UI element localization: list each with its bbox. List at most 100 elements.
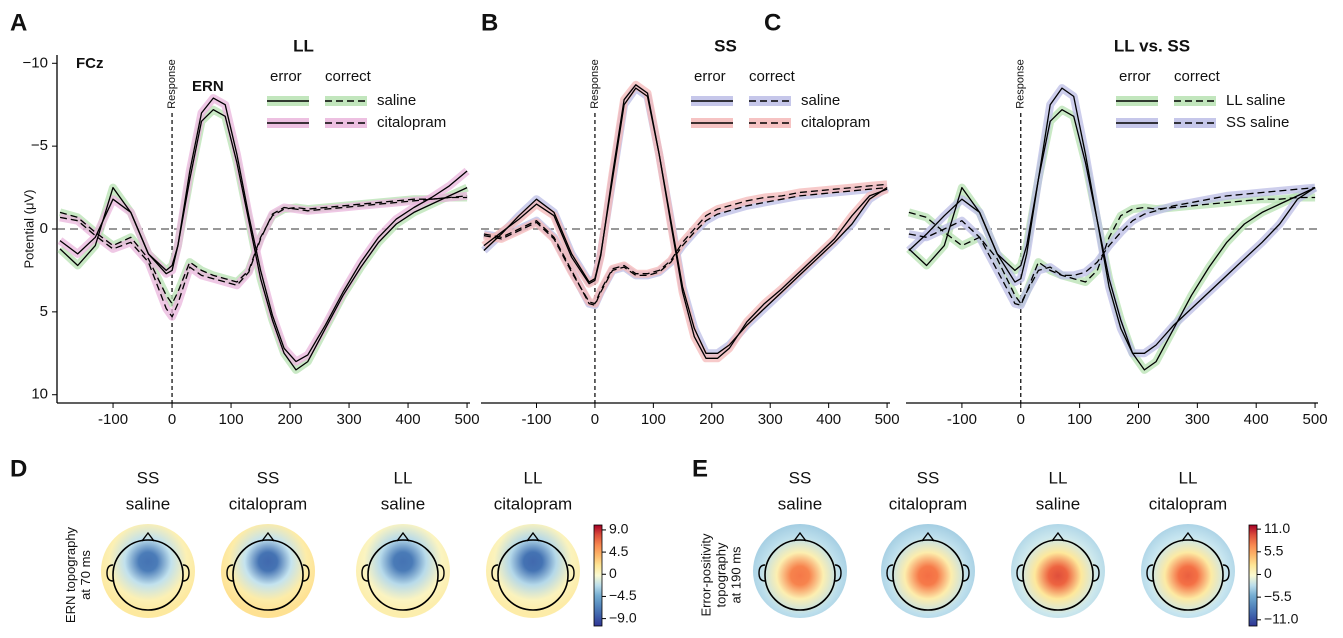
map-title: citalopram [494,494,572,513]
y-axis-label: Potential (μV) [21,189,36,268]
ear [1146,564,1154,582]
y-axis-label: at 70 ms [78,550,93,600]
ear [106,564,114,582]
head-outline [232,539,304,611]
map-title: LL [1179,468,1198,487]
y-axis-label: topography [713,542,728,608]
event-label: Response [166,59,178,109]
curve-error [483,84,888,359]
map-title: citalopram [889,494,967,513]
nose [1051,531,1065,542]
y-tick-label: −5 [31,137,48,154]
ear [834,564,842,582]
topomap [101,524,195,618]
map-title: saline [1036,494,1080,513]
ear [361,564,369,582]
legend-label: LL saline [1226,92,1286,109]
legend-column: correct [325,68,372,85]
ear [437,564,445,582]
head-outline [1152,539,1224,611]
map-title: LL [394,468,413,487]
panel-letter: D [10,455,27,482]
ear [1222,564,1230,582]
head-outline [764,539,836,611]
x-tick-label: 500 [1303,411,1328,428]
channel-label: FCz [76,55,104,72]
topomap [1141,524,1235,618]
curve-correct [908,196,1316,305]
map-title: SS [137,468,160,487]
head-outline [892,539,964,611]
ear [302,564,310,582]
legend-swatch [749,118,791,128]
colorbar-tick-label: −11.0 [1264,611,1299,627]
x-tick-label: 200 [1126,411,1151,428]
legend-column: correct [1174,68,1221,85]
topomap [356,524,450,618]
topomap [1011,524,1105,618]
map-title: citalopram [1149,494,1227,513]
head-outline [497,539,569,611]
y-tick-label: 0 [40,220,48,237]
legend-label: saline [801,92,840,109]
legend-swatch [325,96,367,106]
ear [567,564,575,582]
colorbar-tick-label: −4.5 [609,587,637,603]
x-tick-label: 300 [1185,411,1210,428]
nose [526,531,540,542]
map-title: LL [1049,468,1068,487]
nose [261,531,275,542]
curve-error [908,87,1316,354]
nose [921,531,935,542]
x-tick-label: 400 [816,411,841,428]
x-tick-label: 100 [641,411,666,428]
panel-letter: A [10,9,27,36]
map-title: citalopram [229,494,307,513]
curve-correct [483,186,888,306]
x-tick-label: 500 [875,411,900,428]
legend-column: error [694,68,726,85]
y-axis-label: at 190 ms [728,546,743,604]
head-outline [112,539,184,611]
colorbar [593,524,603,627]
curve-error [59,97,468,363]
colorbar-tick-label: 4.5 [609,543,629,559]
legend-column: error [1119,68,1151,85]
nose [396,531,410,542]
map-title: SS [257,468,280,487]
colorbar-tick-label: −9.0 [609,609,637,625]
curve-correct [908,186,1316,306]
y-tick-label: 10 [31,386,48,403]
nose [793,531,807,542]
legend-swatch [325,118,367,128]
ear [182,564,190,582]
topomap [753,524,847,618]
colorbar-tick-label: 9.0 [609,521,629,537]
x-tick-label: -100 [521,411,551,428]
x-tick-label: 100 [219,411,244,428]
x-tick-label: 200 [699,411,724,428]
colorbar-tick-label: 11.0 [1264,520,1290,536]
panel-letter: C [764,9,781,36]
map-title: SS [789,468,812,487]
legend-label: saline [377,92,416,109]
head-outline [367,539,439,611]
x-tick-label: 0 [168,411,176,428]
x-tick-label: -100 [947,411,977,428]
y-tick-label: 5 [40,303,48,320]
colorbar-tick-label: 0 [1264,565,1272,581]
ear [1092,564,1100,582]
topomap [486,524,580,618]
map-title: SS [917,468,940,487]
x-tick-label: 400 [1244,411,1269,428]
map-title: saline [778,494,822,513]
x-tick-label: -100 [98,411,128,428]
x-tick-label: 400 [396,411,421,428]
legend-swatch [1174,118,1216,128]
x-tick-label: 0 [1017,411,1025,428]
head-outline [1022,539,1094,611]
x-tick-label: 100 [1067,411,1092,428]
colorbar-tick-label: 5.5 [1264,542,1284,558]
panel-title: LL [293,36,314,55]
